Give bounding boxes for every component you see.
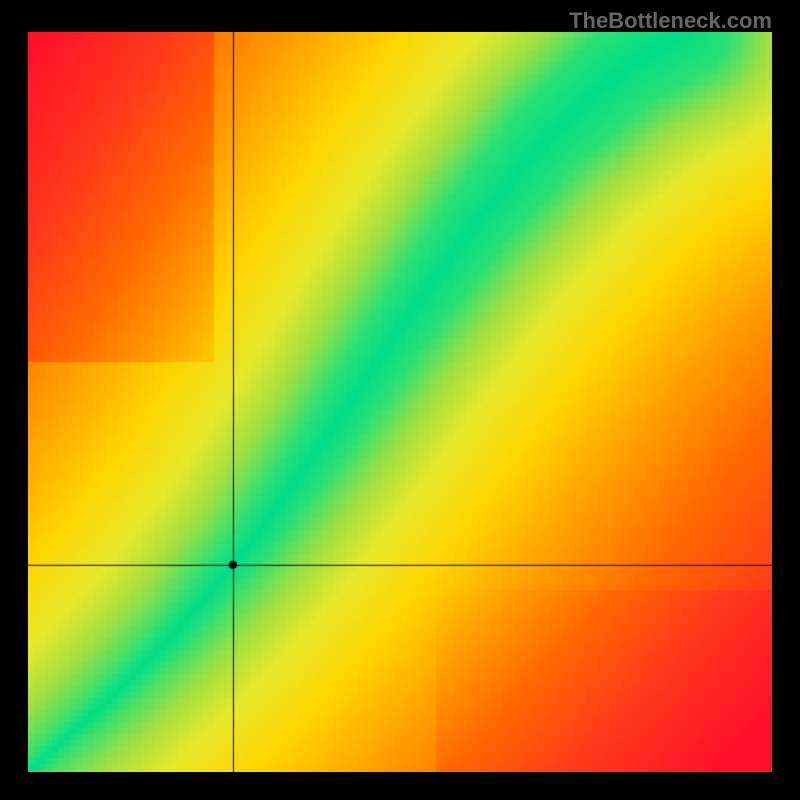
watermark-text: TheBottleneck.com [569, 8, 772, 34]
plot-area [28, 32, 772, 772]
chart-container: TheBottleneck.com [0, 0, 800, 800]
overlay-canvas [28, 32, 772, 772]
